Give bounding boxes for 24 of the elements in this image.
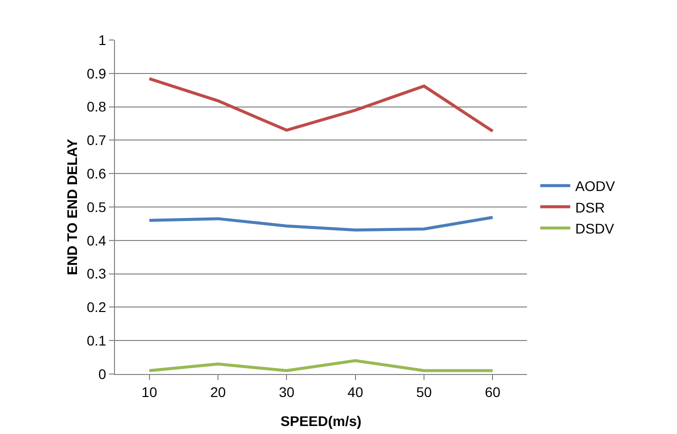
y-tick-label: 0.5 — [86, 198, 106, 215]
y-axis-title: END TO END DELAY — [64, 138, 80, 276]
y-tick-label: 0.3 — [86, 266, 106, 282]
y-tick-label: 0.2 — [86, 299, 106, 316]
y-tick-label: 0 — [98, 366, 106, 382]
x-tick-label: 50 — [416, 384, 432, 400]
legend-label: DSR — [575, 199, 605, 216]
y-tick-label: 0.1 — [86, 332, 106, 348]
x-axis-title: SPEED(m/s) — [280, 413, 362, 429]
y-tick-label: 0.4 — [86, 232, 106, 248]
y-tick-label: 0.7 — [86, 132, 106, 148]
x-tick-label: 60 — [484, 384, 501, 400]
legend-label: AODV — [575, 178, 616, 194]
y-tick-label: 0.9 — [86, 65, 106, 82]
x-tick-label: 30 — [278, 384, 295, 400]
line-series — [148, 216, 494, 232]
y-tick-label: 0.8 — [86, 98, 106, 115]
legend-label: DSDV — [575, 220, 615, 236]
x-tick-label: 20 — [210, 384, 226, 400]
x-tick-label: 40 — [348, 384, 364, 400]
line-series — [148, 77, 494, 133]
x-tick-label: 10 — [142, 384, 158, 400]
y-tick-label: 1 — [98, 32, 106, 48]
y-tick-label: 0.6 — [86, 166, 106, 182]
